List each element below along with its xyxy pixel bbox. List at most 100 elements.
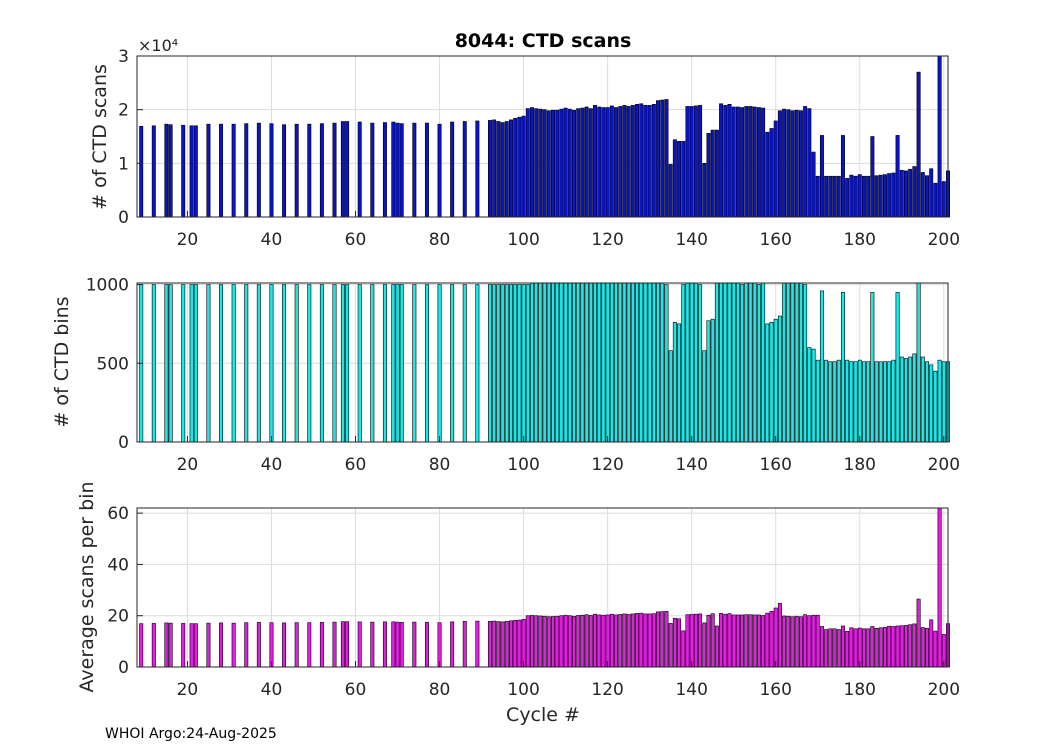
scans-y-ticks: 0 1 2 3 (118, 47, 143, 228)
bar (832, 628, 837, 668)
bar (395, 122, 400, 218)
bar (761, 282, 766, 443)
bar (937, 359, 942, 443)
bar (412, 284, 417, 443)
bar (614, 614, 619, 668)
bar (807, 108, 812, 218)
bar (840, 625, 845, 668)
bar (836, 359, 841, 443)
bar (639, 103, 644, 218)
bar (219, 123, 224, 218)
bar (819, 626, 824, 668)
bar (395, 621, 400, 668)
bar (605, 107, 610, 218)
bar (345, 121, 350, 218)
bar (677, 141, 682, 218)
bar (530, 282, 534, 443)
bar (151, 623, 156, 668)
bar (294, 123, 299, 218)
bar (614, 107, 619, 218)
bar (925, 175, 929, 218)
bar (534, 108, 539, 218)
bar (391, 621, 396, 668)
bar (857, 359, 862, 443)
bar (164, 284, 169, 443)
bar (370, 284, 375, 443)
bar (723, 105, 728, 218)
bar (391, 121, 396, 218)
bar (542, 282, 547, 443)
bar (551, 282, 555, 443)
bar (660, 282, 665, 443)
bar (639, 282, 644, 443)
bar (702, 622, 707, 668)
bar (382, 122, 387, 218)
bar (500, 122, 505, 218)
bar (294, 622, 299, 668)
bar (643, 105, 648, 218)
x-tick-label: 140 (675, 680, 707, 700)
bar (643, 282, 648, 443)
x-tick-label: 140 (675, 230, 707, 250)
bar (164, 123, 169, 218)
bar (521, 618, 526, 668)
bar (492, 119, 497, 218)
bar (933, 182, 938, 218)
avg-bars (139, 507, 950, 668)
bar (584, 282, 589, 443)
x-tick-label: 80 (429, 230, 451, 250)
bar (572, 282, 576, 443)
x-tick-label: 60 (345, 455, 367, 475)
bar (723, 282, 728, 443)
y-tick-label: 20 (107, 607, 129, 627)
bar (769, 322, 774, 443)
bar (832, 175, 837, 218)
bar (193, 284, 198, 443)
bar (727, 104, 732, 218)
bar (845, 631, 850, 668)
bins-axes-frame (136, 282, 949, 443)
bar (689, 614, 694, 668)
bar (340, 621, 345, 668)
bar (912, 623, 917, 668)
bar (874, 361, 879, 443)
bar (357, 284, 362, 443)
bar (824, 175, 829, 218)
bar (761, 107, 766, 218)
y-tick-label: 3 (118, 47, 129, 67)
bar (731, 614, 736, 668)
bar (462, 284, 467, 443)
bar (593, 282, 598, 443)
y-tick-label: 1 (118, 154, 129, 174)
bar (496, 284, 501, 443)
chart-title: 8044: CTD scans (455, 30, 632, 52)
bar (731, 282, 736, 443)
bar (819, 135, 824, 218)
bar (752, 614, 757, 668)
x-tick-label: 40 (261, 230, 283, 250)
bar (534, 615, 539, 668)
bar (437, 622, 442, 668)
bar (664, 611, 669, 668)
bar (870, 626, 875, 668)
bar (509, 119, 513, 218)
bar (450, 621, 455, 668)
bar (504, 284, 509, 443)
bar (307, 284, 312, 443)
bar (618, 282, 623, 443)
bar (824, 629, 829, 668)
x-tick-label: 180 (844, 230, 876, 250)
bar (500, 284, 505, 443)
bar (530, 615, 534, 668)
bar (811, 348, 816, 443)
y-tick-label: 2 (118, 101, 129, 121)
bar (588, 282, 593, 443)
bar (836, 175, 841, 218)
bar (819, 290, 824, 443)
bar (735, 282, 740, 443)
bar (588, 108, 593, 218)
bar (193, 125, 198, 218)
bar (563, 282, 568, 443)
bar (756, 614, 761, 668)
bar (500, 621, 505, 668)
